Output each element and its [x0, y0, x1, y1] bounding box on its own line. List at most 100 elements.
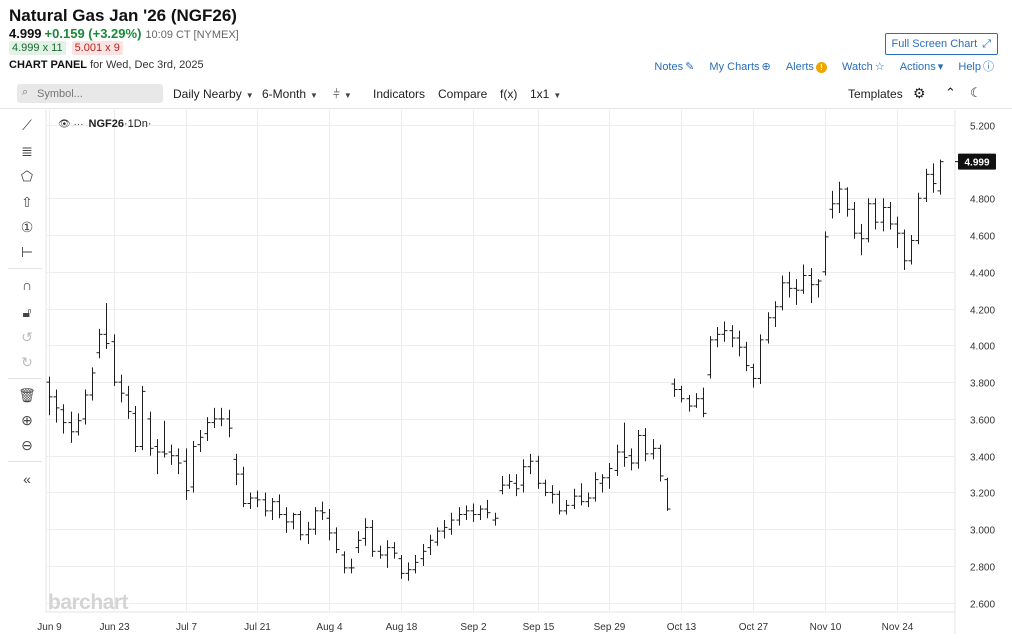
magnet-icon[interactable]: ∩	[21, 277, 33, 293]
ohlc-bar	[470, 503, 477, 522]
ohlc-bar	[585, 492, 592, 508]
fibonacci-icon[interactable]: ≣	[21, 143, 33, 159]
tool-divider	[8, 378, 42, 379]
ohlc-bar	[894, 216, 901, 248]
ohlc-bar	[563, 499, 570, 515]
zoom-out-icon[interactable]: ⊖	[21, 437, 33, 453]
ohlc-bar	[183, 448, 190, 500]
ohlc-bar	[923, 168, 930, 202]
ohlc-bar	[693, 393, 700, 408]
ohlc-bar	[915, 192, 922, 245]
chart-interval: ·1Dn·	[124, 118, 152, 130]
ohlc-bar	[908, 235, 915, 265]
ohlc-bar	[348, 558, 355, 574]
period-dropdown[interactable]: 6-Month ▼	[262, 87, 318, 101]
help-circle-icon: ⓘ	[983, 61, 994, 73]
ohlc-bar	[621, 422, 628, 467]
x-tick-label: Nov 10	[810, 622, 842, 633]
ohlc-bar	[103, 303, 110, 350]
collapse-up-icon[interactable]: ⌃	[945, 85, 956, 100]
ohlc-bar	[377, 545, 384, 559]
star-icon: ☆	[874, 61, 885, 73]
x-tick-label: Jun 23	[99, 622, 129, 633]
ohlc-bar	[369, 520, 376, 557]
x-tick-label: Oct 27	[739, 622, 769, 633]
ohlc-bar	[549, 485, 556, 504]
indicators-button[interactable]: Indicators	[373, 87, 426, 101]
ohlc-bar	[305, 521, 312, 544]
dark-mode-moon-icon[interactable]: ☾	[970, 85, 982, 100]
text-annotation-icon[interactable]: ①	[20, 219, 34, 235]
ohlc-bar	[499, 475, 506, 495]
y-tick-label: 3.200	[970, 489, 995, 500]
ohlc-bar	[276, 494, 283, 519]
ohlc-bar	[851, 201, 858, 239]
price-change: +0.159 (+3.29%)	[44, 26, 142, 41]
top-links: Notes ✎ My Charts ⊕ Alerts! Watch ☆ Actions…	[642, 58, 994, 74]
actions-label: Actions	[899, 61, 936, 73]
search-icon: ⌕	[22, 86, 29, 98]
ohlc-bar	[211, 407, 218, 429]
last-price-badge	[958, 153, 996, 170]
ohlc-bar	[628, 448, 635, 471]
help-link[interactable]: Help ⓘ	[958, 61, 994, 73]
bar-type-dropdown[interactable]: ⫩ ▼	[333, 87, 352, 102]
ohlc-bar	[686, 395, 693, 412]
measure-icon[interactable]: ⊢	[20, 244, 34, 260]
ohlc-bar	[535, 455, 542, 489]
settings-gear-icon[interactable]: ⚙	[913, 85, 926, 101]
price-chart[interactable]: 5.200 4.800 4.600 4.400 4.200 4.000 3.800 3.600…	[0, 110, 1012, 639]
ohlc-bar	[312, 507, 319, 535]
trend-line-icon[interactable]: ⟋	[22, 117, 32, 133]
layout-dropdown[interactable]: 1x1 ▼	[530, 87, 561, 101]
lock-open-icon[interactable]: 🔓︎	[22, 304, 32, 320]
ohlc-bar	[556, 490, 563, 515]
ohlc-bar	[362, 518, 369, 546]
zoom-in-icon[interactable]: ⊕	[21, 412, 33, 428]
ohlc-bar	[736, 330, 743, 357]
symbol-search-input[interactable]	[17, 84, 163, 103]
compare-button[interactable]: Compare	[438, 87, 488, 101]
actions-menu[interactable]: Actions ▾	[900, 61, 944, 73]
notes-link[interactable]: Notes ✎	[654, 61, 694, 73]
ohlc-bar	[125, 385, 132, 419]
shapes-icon[interactable]: ⬠	[20, 168, 34, 184]
ohlc-bar	[520, 459, 527, 493]
watch-label: Watch	[842, 61, 873, 73]
ohlc-bar	[836, 181, 843, 213]
collapse-left-icon[interactable]: «	[23, 471, 31, 487]
arrow-up-icon[interactable]: ⇧	[21, 194, 33, 210]
help-label: Help	[958, 61, 981, 73]
ohlc-bar	[68, 411, 75, 443]
watch-link[interactable]: Watch ☆	[842, 61, 885, 73]
trash-icon[interactable]: 🗑︎	[18, 387, 36, 403]
expand-arrow-icon: ⤢	[982, 38, 991, 50]
full-screen-chart-button[interactable]: Full Screen Chart ⤢	[884, 33, 998, 55]
templates-button[interactable]: Templates	[848, 87, 903, 101]
ohlc-bar	[412, 554, 419, 574]
notes-label: Notes	[654, 61, 684, 73]
undo-icon[interactable]: ↺	[21, 329, 33, 345]
ohlc-bar	[614, 444, 621, 476]
fx-button[interactable]: f(x)	[500, 87, 518, 101]
ohlc-bar	[678, 385, 685, 403]
ohlc-bar	[527, 453, 534, 475]
redo-icon[interactable]: ↻	[21, 354, 33, 370]
y-tick-label: 4.800	[970, 195, 995, 206]
my-charts-link[interactable]: My Charts ⊕	[709, 61, 770, 73]
alert-warning-icon: !	[815, 62, 827, 73]
ohlc-bar	[750, 363, 757, 388]
ohlc-bar	[240, 466, 247, 508]
ohlc-bar	[642, 428, 649, 462]
ohlc-bar	[800, 264, 807, 294]
ohlc-bar	[456, 507, 463, 526]
y-tick-label: 3.600	[970, 416, 995, 427]
ohlc-bar	[829, 190, 836, 219]
ohlc-bar	[204, 417, 211, 441]
alerts-link[interactable]: Alerts!	[786, 61, 827, 73]
x-tick-label: Nov 24	[882, 622, 914, 633]
ohlc-bar	[463, 505, 470, 521]
eye-visibility-icon[interactable]: 👁︎ ···	[58, 119, 84, 130]
ohlc-bar	[147, 411, 154, 456]
aggregation-dropdown[interactable]: Daily Nearby ▼	[173, 87, 254, 101]
